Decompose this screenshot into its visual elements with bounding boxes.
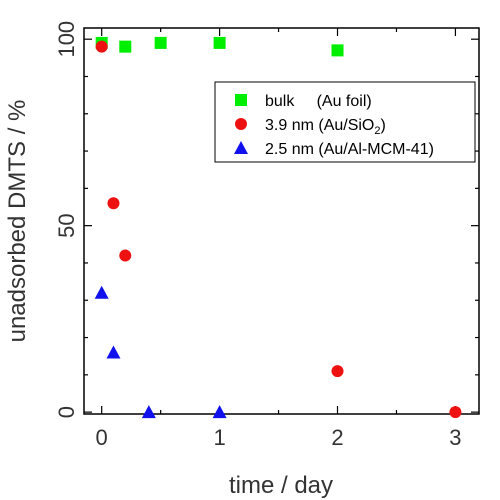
y-tick-label: 100 (54, 21, 79, 58)
circle-data-point (331, 365, 344, 378)
triangle-data-point (212, 405, 227, 419)
circle-data-point (95, 40, 108, 53)
tick-labels: 0 1 2 3 0 50 100 (54, 21, 462, 450)
legend-circle-marker (235, 118, 247, 130)
plot-frame (83, 27, 480, 415)
circle-data-point (107, 197, 120, 210)
triangle-data-point (141, 405, 156, 419)
x-tick-label: 0 (96, 425, 108, 450)
triangle-data-point (106, 345, 121, 359)
legend-label: 3.9 nm (Au/SiO2) (265, 117, 386, 137)
legend-label: bulk (Au foil) (265, 93, 372, 110)
legend-triangle-marker (234, 141, 248, 154)
y-axis-label: unadsorbed DMTS / % (4, 100, 31, 343)
legend-box (214, 81, 476, 163)
x-tick-label: 3 (449, 425, 461, 450)
square-data-point (331, 44, 344, 57)
legend-label: 2.5 nm (Au/Al-MCM-41) (265, 141, 434, 158)
x-tick-label: 2 (331, 425, 343, 450)
square-data-point (213, 36, 226, 49)
square-data-point (154, 36, 167, 49)
circle-data-point (119, 249, 132, 262)
x-tick-label: 1 (213, 425, 225, 450)
x-axis-label: time / day (229, 472, 333, 499)
y-tick-label: 0 (54, 406, 79, 418)
legend: bulk (Au foil) 3.9 nm (Au/SiO2) 2.5 nm (Au… (214, 81, 476, 163)
data-markers (94, 36, 462, 419)
y-tick-label: 50 (54, 213, 79, 237)
triangle-data-point (94, 285, 109, 299)
legend-square-marker (235, 94, 247, 106)
square-data-point (119, 40, 132, 53)
circle-data-point (449, 406, 462, 419)
